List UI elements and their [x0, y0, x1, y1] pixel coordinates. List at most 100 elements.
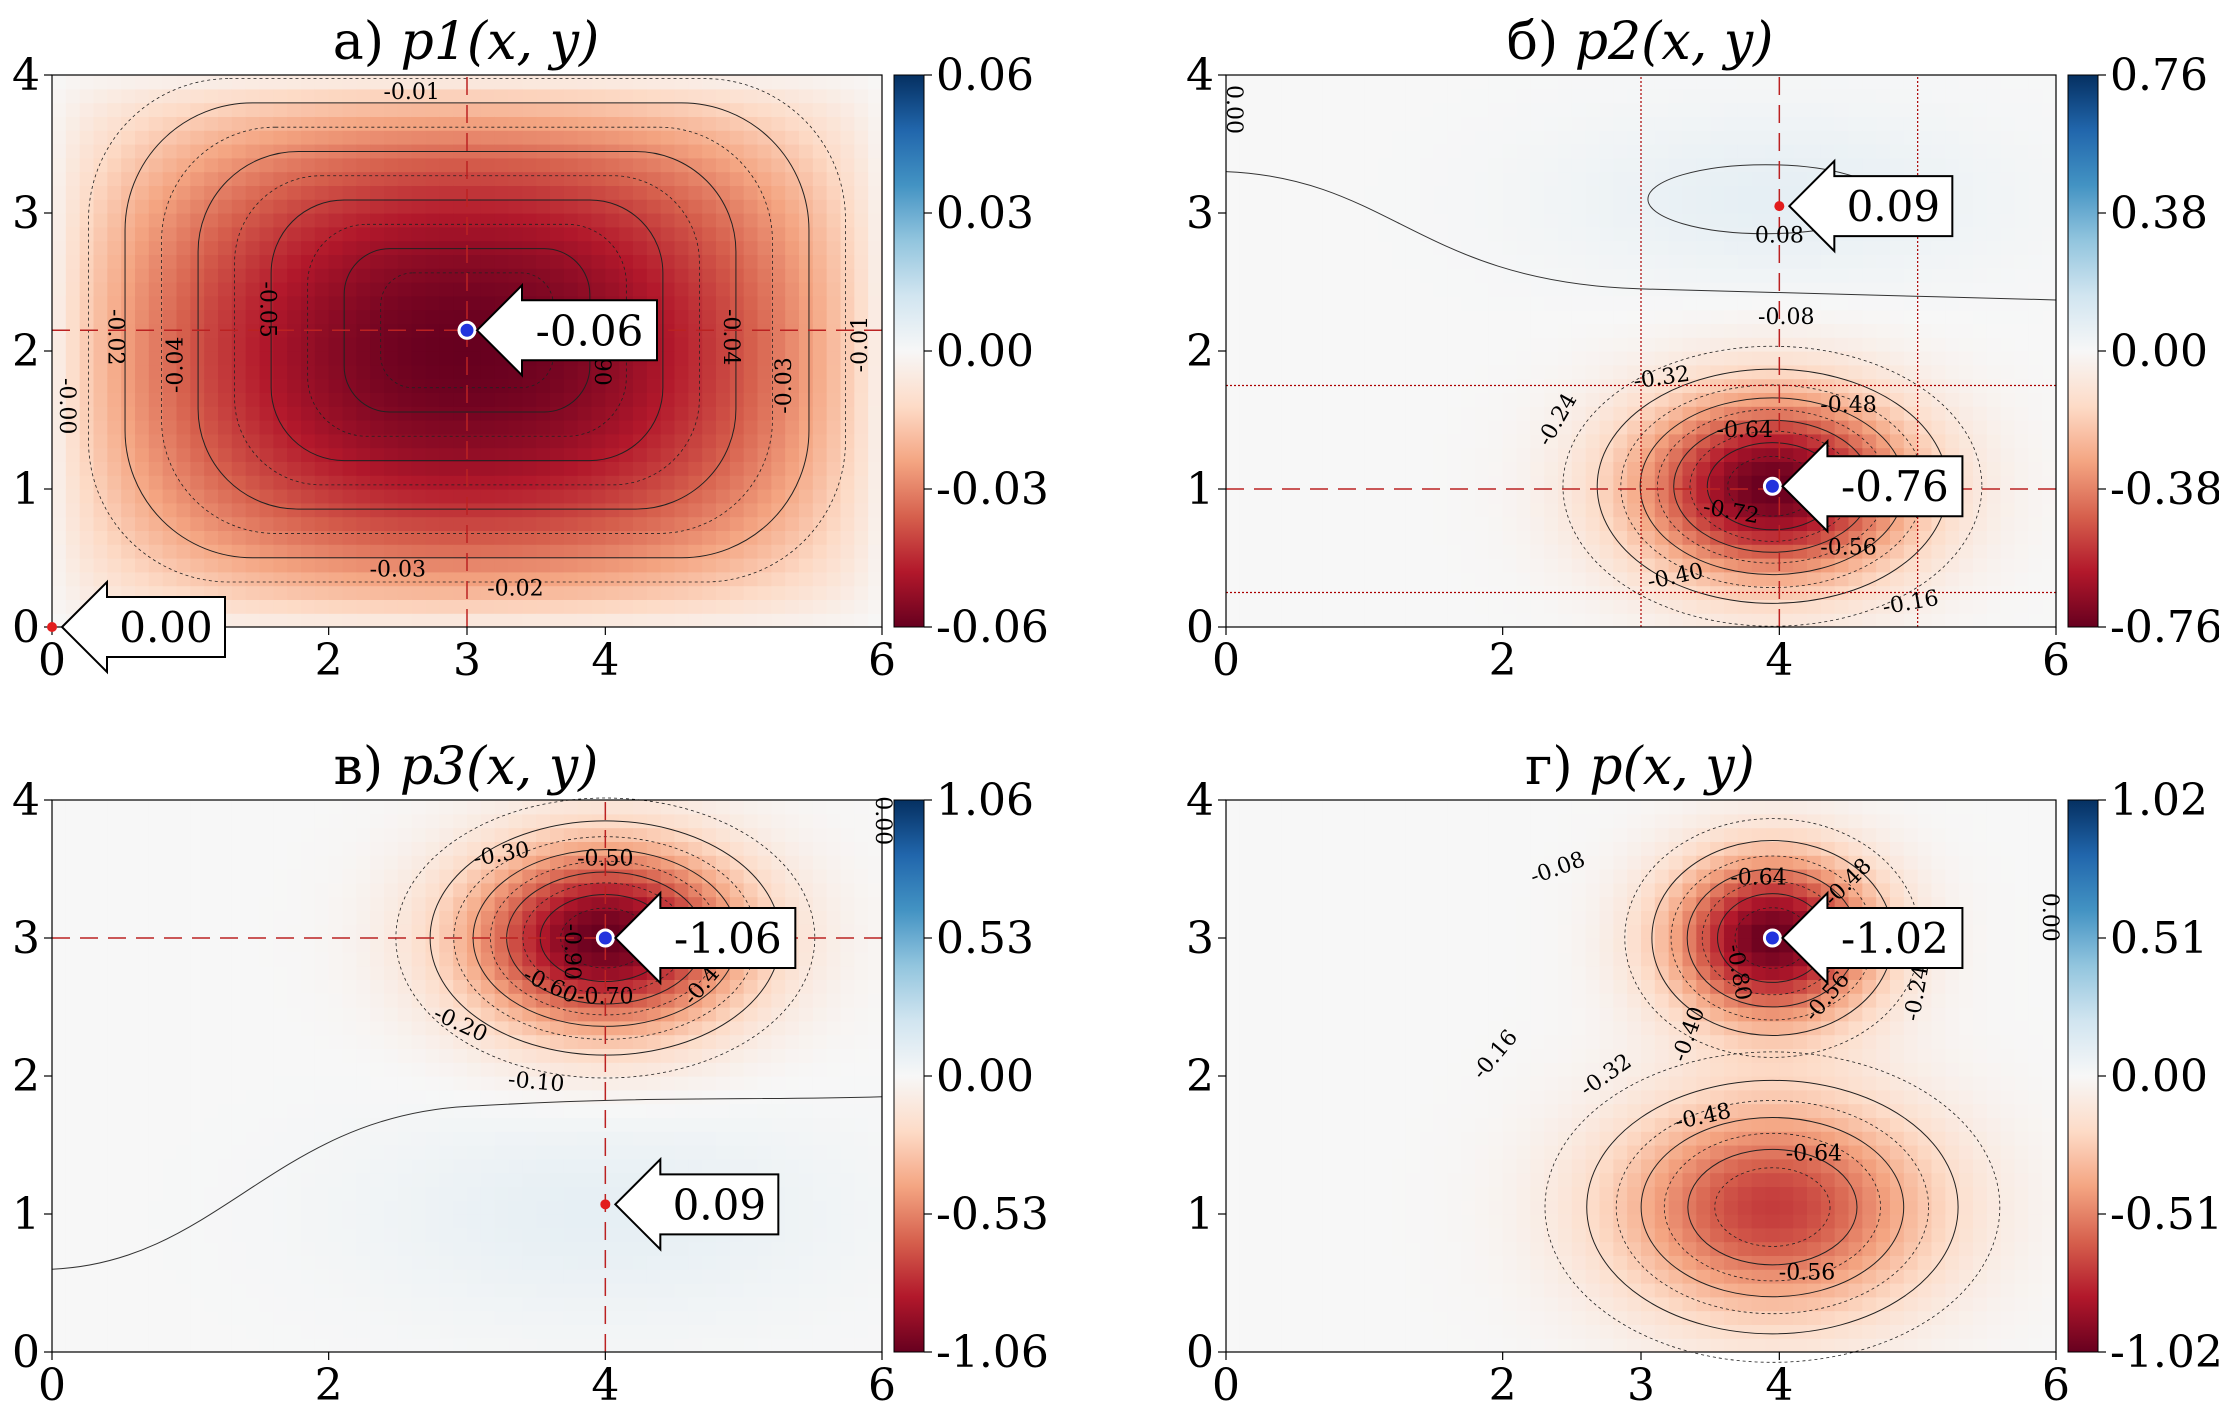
y-tick-label: 3	[1186, 913, 1214, 964]
contour-label: 06	[592, 358, 617, 386]
colorbar-tick-label: 0.38	[2110, 188, 2208, 239]
x-tick-label: 4	[1765, 1360, 1793, 1411]
callout-value: -0.06	[536, 306, 644, 355]
y-tick-label: 0	[12, 602, 40, 653]
max-marker	[600, 1199, 611, 1210]
contour-label: -0.70	[577, 984, 633, 1009]
x-tick-label: 6	[868, 1360, 896, 1411]
contour-label: -0.00	[54, 378, 79, 434]
y-tick-label: 3	[12, 913, 40, 964]
min-marker	[457, 320, 477, 340]
panel-title: б) p2(x, y)	[1507, 12, 1774, 72]
colorbar-tick-label: 1.06	[936, 775, 1034, 826]
callout-value: -0.76	[1841, 462, 1949, 511]
colorbar-tick-label: -0.03	[936, 464, 1049, 515]
contour-label: 0.08	[1755, 223, 1804, 248]
panel-4: -0.08 -0.64 -0.48-0.80 -0.56 -0.24-0.40-0.16…	[1186, 737, 2219, 1411]
contour-labels: -0.01 -0.02 -0.04 -0.05 -0.00 -0.04 -0.03 -0.01…	[54, 80, 873, 602]
y-tick-label: 1	[1186, 1189, 1214, 1240]
colorbar-tick-label: -1.02	[2110, 1327, 2219, 1378]
y-tick-label: 1	[12, 464, 40, 515]
y-tick-label: 4	[12, 50, 40, 101]
x-tick-label: 0	[38, 1360, 66, 1411]
contour-label: -0.56	[1779, 1260, 1835, 1285]
x-tick-label: 4	[591, 1360, 619, 1411]
zero-contour	[1225, 171, 2057, 301]
y-tick-label: 3	[12, 188, 40, 239]
callout-value: 0.09	[1847, 182, 1941, 231]
annotation-max: 0.00	[47, 579, 226, 675]
colorbar-tick-label: -0.06	[936, 602, 1049, 653]
colorbar-tick-label: 0.00	[2110, 326, 2208, 377]
colorbar-tick-label: 0.00	[2110, 1051, 2208, 1102]
contour-label: -0.04	[718, 309, 743, 365]
colorbar	[2067, 799, 2099, 1353]
annotation-max: 0.09	[1774, 158, 1954, 254]
callout-value: -1.02	[1841, 914, 1949, 963]
colorbar-tick-label: -0.38	[2110, 464, 2219, 515]
colorbar-tick-label: 0.03	[936, 188, 1034, 239]
heatmap-field	[1226, 75, 2057, 628]
x-tick-label: 3	[1627, 1360, 1655, 1411]
annotation-min: -0.06	[457, 282, 658, 378]
y-tick-label: 1	[1186, 464, 1214, 515]
contour-label: -0.64	[1730, 866, 1786, 891]
x-tick-label: 6	[2042, 635, 2070, 686]
heatmap-field	[52, 800, 883, 1353]
callout-arrow	[475, 282, 658, 378]
callout-arrow	[1787, 158, 1954, 254]
colorbar	[2067, 74, 2099, 628]
y-tick-label: 3	[1186, 188, 1214, 239]
callout-arrow	[613, 890, 797, 986]
contour-label: -0.10	[507, 1067, 565, 1097]
colorbar	[893, 74, 925, 628]
y-tick-label: 2	[12, 1051, 40, 1102]
callout-arrow	[1781, 890, 1964, 986]
x-tick-label: 6	[868, 635, 896, 686]
x-tick-label: 3	[453, 635, 481, 686]
contour-label: -0.02	[102, 309, 127, 365]
min-marker	[1762, 476, 1782, 496]
callout-arrow	[60, 579, 226, 675]
contour-label: -0.64	[1717, 418, 1773, 443]
y-tick-label: 2	[1186, 1051, 1214, 1102]
y-tick-label: 0	[12, 1327, 40, 1378]
contour-label: 0.00	[1221, 85, 1246, 134]
y-tick-label: 4	[12, 775, 40, 826]
contour-label: -0.05	[254, 281, 279, 337]
colorbar-tick-label: 0.00	[936, 1051, 1034, 1102]
contour-label: -0.90	[559, 924, 584, 980]
contour-label: -0.50	[577, 846, 633, 871]
x-tick-label: 0	[1212, 635, 1240, 686]
annotation-min: -0.76	[1762, 438, 1964, 534]
colorbar-tick-label: -0.76	[2110, 602, 2219, 653]
heatmap-field	[1226, 800, 2057, 1353]
contour-label: -0.08	[1758, 305, 1814, 330]
callout-value: 0.09	[673, 1180, 767, 1229]
contour-label: -0.48	[1820, 393, 1876, 418]
max-marker	[47, 622, 57, 632]
max-marker	[1774, 201, 1785, 212]
colorbar-tick-label: -0.53	[936, 1189, 1049, 1240]
y-tick-label: 2	[12, 326, 40, 377]
colorbar-tick-label: 0.53	[936, 913, 1034, 964]
y-tick-label: 1	[12, 1189, 40, 1240]
x-tick-label: 2	[1489, 1360, 1517, 1411]
y-tick-label: 0	[1186, 602, 1214, 653]
y-tick-label: 4	[1186, 775, 1214, 826]
x-tick-label: 2	[1489, 635, 1517, 686]
contour-label: 0.00	[2037, 893, 2062, 942]
x-tick-label: 6	[2042, 1360, 2070, 1411]
y-tick-label: 0	[1186, 1327, 1214, 1378]
panel-1: -0.01 -0.02 -0.04 -0.05 -0.00 -0.04 -0.03 -0.01…	[12, 12, 1049, 686]
contour-label: -0.01	[383, 80, 439, 105]
min-marker	[1762, 928, 1782, 948]
x-tick-label: 0	[38, 635, 66, 686]
panel-2: 0.08-0.08-0.32-0.48-0.24 -0.64-0.72-0.56-…	[1186, 12, 2219, 686]
x-tick-label: 2	[315, 635, 343, 686]
y-tick-label: 2	[1186, 326, 1214, 377]
contour-label: -0.01	[848, 316, 873, 372]
colorbar-tick-label: 0.00	[936, 326, 1034, 377]
contour-label: -0.04	[164, 337, 189, 393]
